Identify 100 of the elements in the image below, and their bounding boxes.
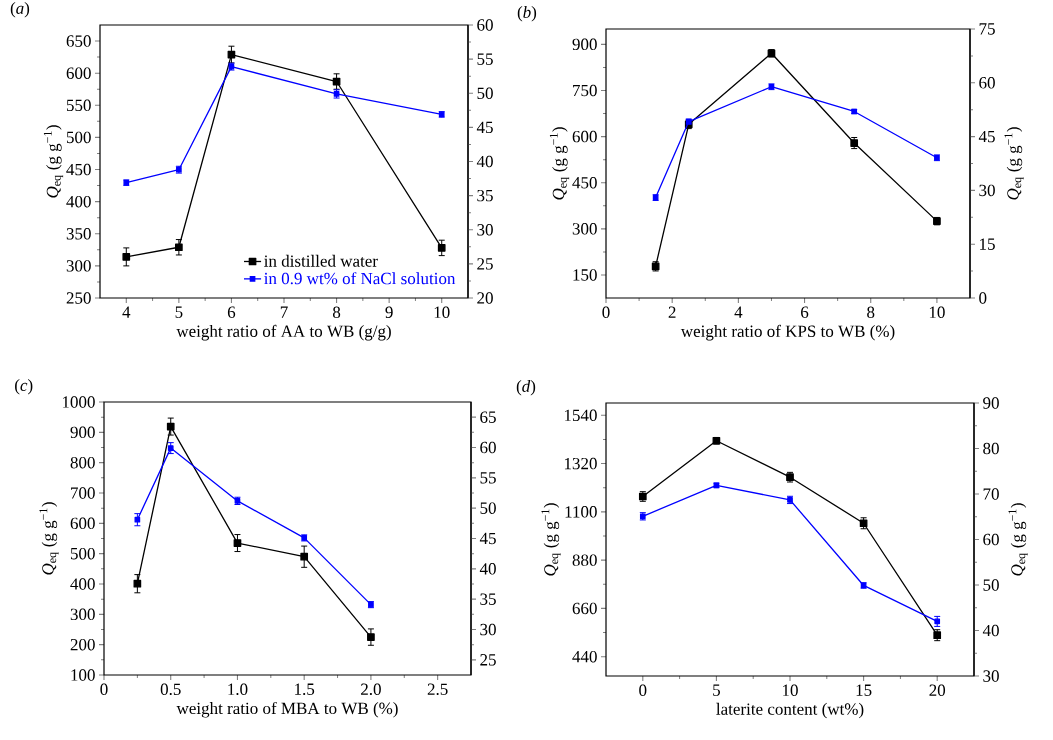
chart-title: (c) xyxy=(15,379,33,395)
y-tick-label: 440 xyxy=(572,650,597,663)
x-tick-label: 5 xyxy=(713,684,720,696)
x-tick-label: 15 xyxy=(856,684,872,696)
x-tick-label: 2 xyxy=(668,306,676,318)
x-tick-label: 2.0 xyxy=(361,683,381,696)
x-tick-label: 20 xyxy=(929,684,946,697)
y2-tick-label: 60 xyxy=(979,77,995,89)
y2-tick-label: 60 xyxy=(983,533,999,546)
x-tick-label: 6 xyxy=(227,306,236,318)
x-tick-label: 5 xyxy=(175,306,183,318)
y2-tick-label: 30 xyxy=(477,224,493,236)
y2-tick-label: 60 xyxy=(477,19,493,31)
y-tick-label: 600 xyxy=(66,67,91,79)
y-axis-title: Q$_{eq}$ (g g$^{−1}$) xyxy=(549,127,570,200)
y-tick-label: 600 xyxy=(70,517,95,530)
y2-tick-label: 0 xyxy=(979,292,987,304)
y-tick-label: 750 xyxy=(573,84,597,97)
y2-tick-label: 35 xyxy=(480,593,496,605)
chart-title: (b) xyxy=(517,6,537,22)
y2-tick-label: 65 xyxy=(480,411,496,423)
chart-title: (d) xyxy=(516,380,536,396)
y-tick-label: 350 xyxy=(66,228,91,240)
x-tick-label: 4 xyxy=(734,306,743,318)
legend-label: in 0.9 wt% of NaCl solution xyxy=(264,272,456,285)
y2-tick-label: 30 xyxy=(979,184,995,197)
y-tick-label: 900 xyxy=(572,38,597,51)
y-tick-label: 650 xyxy=(66,35,91,47)
y-tick-label: 1100 xyxy=(565,506,597,518)
y-tick-label: 300 xyxy=(66,260,91,272)
y-tick-label: 250 xyxy=(66,292,91,304)
x-axis-title: laterite content (wt%) xyxy=(716,702,864,719)
y2-tick-label: 35 xyxy=(477,189,493,202)
x-tick-label: 8 xyxy=(867,306,875,319)
x-tick-label: 10 xyxy=(929,306,945,319)
y-axis-title: Q$_{eq}$ (g g$^{−1}$) xyxy=(39,502,59,575)
x-tick-label: 0 xyxy=(100,683,108,696)
y-tick-label: 450 xyxy=(572,176,597,189)
y2-tick-label: 25 xyxy=(477,258,493,270)
y2-tick-label: 50 xyxy=(477,87,493,99)
y-tick-label: 550 xyxy=(66,99,91,112)
y2-tick-label: 80 xyxy=(983,442,999,455)
y2-tick-label: 70 xyxy=(983,488,999,500)
y2-tick-label: 45 xyxy=(978,130,995,143)
y-axis-title: Q$_{eq}$ (g g$^{−1}$) xyxy=(43,125,64,198)
y-tick-label: 660 xyxy=(572,602,597,615)
x-axis-title: weight ratio of MBA to WB (%) xyxy=(176,701,398,718)
y-tick-label: 880 xyxy=(572,554,597,566)
y2-tick-label: 45 xyxy=(479,532,496,545)
y-tick-label: 900 xyxy=(70,426,95,439)
x-axis-title: weight ratio of AA to WB (g/g) xyxy=(176,324,391,341)
y2-tick-label: 55 xyxy=(480,472,496,484)
x-tick-label: 7 xyxy=(280,306,288,318)
y2-tick-label: 40 xyxy=(476,155,493,168)
chart-title: (a) xyxy=(10,2,30,18)
x-tick-label: 0.5 xyxy=(160,683,181,696)
x-tick-label: 10 xyxy=(434,306,450,319)
x-tick-label: 0 xyxy=(639,684,647,697)
y2-tick-label: 90 xyxy=(983,397,999,409)
x-tick-label: 2.5 xyxy=(427,683,448,696)
legend-label: in distilled water xyxy=(264,254,378,267)
y2-tick-label: 25 xyxy=(480,654,496,666)
y-tick-label: 700 xyxy=(71,487,95,499)
y-tick-label: 1540 xyxy=(564,409,597,422)
y-tick-label: 500 xyxy=(70,547,95,560)
y2-axis-title: Q$_{eq}$ (g g$^{−1}$) xyxy=(1008,503,1028,576)
y2-tick-label: 60 xyxy=(480,441,496,454)
y-tick-label: 300 xyxy=(572,223,597,235)
y2-tick-label: 40 xyxy=(982,624,999,637)
y2-tick-label: 75 xyxy=(979,23,995,35)
x-tick-label: 9 xyxy=(385,306,393,318)
y-tick-label: 500 xyxy=(66,131,91,144)
y-tick-label: 1320 xyxy=(564,457,597,470)
x-tick-label: 1.0 xyxy=(228,683,248,696)
x-tick-label: 6 xyxy=(801,306,809,318)
y-tick-label: 400 xyxy=(70,578,95,590)
y2-tick-label: 15 xyxy=(980,238,995,250)
x-tick-label: 4 xyxy=(122,306,131,318)
y-tick-label: 600 xyxy=(572,130,597,143)
y2-axis-title: Q$_{eq}$ (g g$^{−1}$) xyxy=(1004,127,1024,200)
x-tick-label: 1.5 xyxy=(295,683,315,695)
y2-tick-label: 20 xyxy=(477,292,493,304)
y-tick-label: 1000 xyxy=(62,396,95,408)
y-tick-label: 300 xyxy=(70,608,95,621)
y2-tick-label: 30 xyxy=(983,670,999,682)
y-tick-label: 450 xyxy=(66,163,91,176)
y-tick-label: 150 xyxy=(573,269,597,281)
x-tick-label: 10 xyxy=(783,684,798,697)
y2-tick-label: 40 xyxy=(479,563,496,575)
x-tick-label: 0 xyxy=(602,306,610,319)
y-tick-label: 800 xyxy=(70,456,95,469)
x-axis-title: weight ratio of KPS to WB (%) xyxy=(680,324,895,341)
y-tick-label: 200 xyxy=(70,638,95,651)
y2-tick-label: 55 xyxy=(477,53,493,65)
y-axis-title: Q$_{eq}$ (g g$^{−1}$) xyxy=(541,503,561,576)
x-tick-label: 8 xyxy=(332,306,341,319)
y-tick-label: 100 xyxy=(71,669,95,681)
y-tick-label: 400 xyxy=(66,195,91,208)
y2-tick-label: 30 xyxy=(480,623,496,636)
y2-tick-label: 50 xyxy=(983,579,999,591)
